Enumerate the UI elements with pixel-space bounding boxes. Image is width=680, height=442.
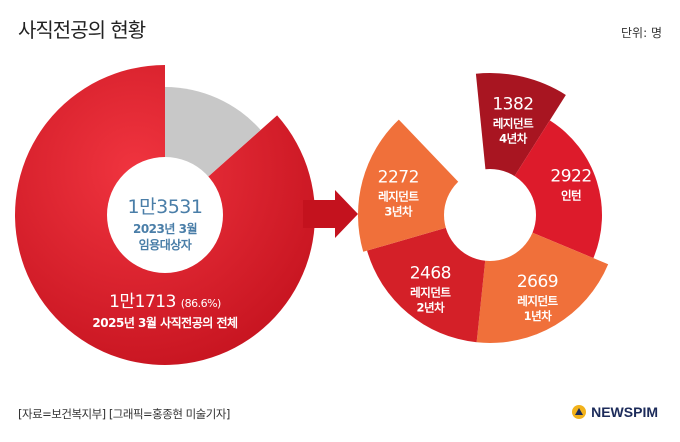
slice-desc: 2025년 3월 사직전공의 전체 (92, 315, 238, 330)
arrow-shaft (303, 200, 339, 228)
slice-label2-2: 1년차 (524, 309, 553, 323)
slice-value-3: 2468 (410, 263, 451, 283)
slice-label2-0: 4년차 (499, 132, 528, 146)
slice-label1-1: 인턴 (561, 188, 581, 202)
center-value: 1만3531 (128, 196, 203, 218)
center-desc2: 임용대상자 (139, 237, 192, 252)
arrow-head (335, 190, 358, 238)
right-donut: 1382레지던트4년차2922인턴2669레지던트1년차2468레지던트2년차2… (358, 73, 609, 343)
page-title: 사직전공의 현황 (18, 18, 146, 42)
slice-value-0: 1382 (492, 95, 533, 115)
unit-label: 단위: 명 (621, 26, 662, 40)
slice-label2-3: 2년차 (416, 300, 445, 314)
slice-percent: (86.6%) (181, 297, 221, 310)
source-credit: [자료=보건복지부] [그래픽=홍종현 미술기자] (18, 407, 230, 421)
slice-label1-0: 레지던트 (493, 117, 534, 131)
arrow-icon (303, 190, 358, 238)
slice-value-1: 2922 (550, 166, 591, 186)
donut-hole (107, 157, 223, 273)
slice-value-2: 2669 (517, 272, 558, 292)
slice-label1-2: 레지던트 (517, 294, 558, 308)
slice-value-label: 1만1713 (86.6%) (109, 292, 221, 312)
logo-text: NEWSPIM (591, 404, 658, 420)
slice-label1-4: 레지던트 (378, 189, 419, 203)
slice-label2-4: 3년차 (384, 204, 413, 218)
slice-label1-3: 레지던트 (410, 285, 451, 299)
donut-hole (444, 169, 536, 261)
newspim-logo-icon (572, 405, 587, 419)
center-desc1: 2023년 3월 (133, 221, 197, 236)
slice-value-4: 2272 (378, 167, 419, 187)
newspim-logo: NEWSPIM (571, 404, 658, 420)
